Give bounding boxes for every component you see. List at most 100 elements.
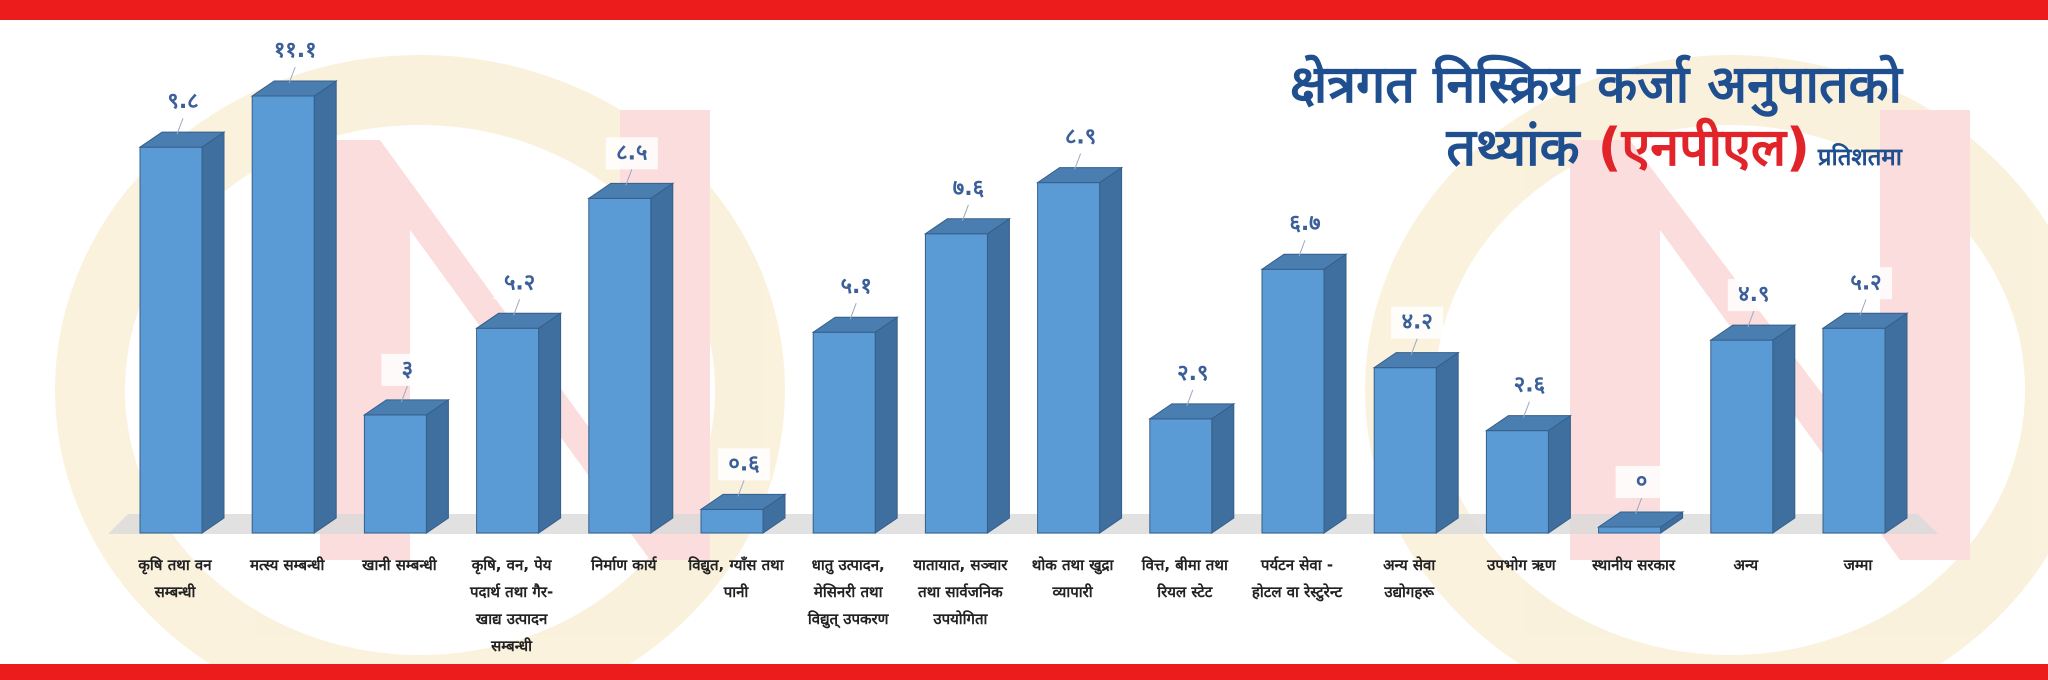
bar-side <box>650 182 674 534</box>
value-label: ९.८ <box>167 89 198 114</box>
bar-side <box>874 316 898 534</box>
value-label-box <box>157 86 209 119</box>
bar <box>699 493 787 534</box>
value-label-box <box>605 137 658 170</box>
value-label: ७.६ <box>953 176 985 201</box>
category-label: यातायात, सञ्चार <box>912 556 1008 574</box>
bar-side <box>1323 253 1347 534</box>
bar-side <box>1435 351 1459 534</box>
bar-top <box>250 80 338 97</box>
value-label: २.६ <box>1514 373 1546 398</box>
bar <box>474 312 563 534</box>
bar-top <box>1260 253 1348 270</box>
value-label: ४.२ <box>1402 310 1433 335</box>
value-label: ० <box>1636 469 1647 494</box>
value-label-leader <box>1522 401 1530 418</box>
bar <box>1709 324 1797 534</box>
bar-top <box>474 312 563 329</box>
category-label: धातु उत्पादन, <box>812 556 885 575</box>
value-label: ११.१ <box>274 38 317 63</box>
value-label: ४.९ <box>1738 282 1769 307</box>
value-label-box <box>1615 466 1668 498</box>
value-label-leader <box>176 118 184 135</box>
category-label: जम्मा <box>1843 556 1874 574</box>
bar-front <box>924 233 988 534</box>
bar <box>1484 414 1573 534</box>
value-label: २.९ <box>1177 361 1208 386</box>
title-line-1: क्षेत्रगत निस्क्रिय कर्जा अनुपातको <box>1290 55 1902 115</box>
top-red-band <box>0 0 2048 20</box>
bar-top <box>1709 324 1797 341</box>
value-label-leader <box>513 299 521 316</box>
category-label: सम्बन्धी <box>154 583 197 601</box>
bar-top <box>1148 403 1236 420</box>
category-label: तथा सार्वजनिक <box>917 583 1004 601</box>
value-label-box <box>1727 279 1780 312</box>
bar-side <box>201 131 225 534</box>
bar-top <box>1484 415 1573 432</box>
bar-side <box>425 398 449 534</box>
category-label: विद्युत, ग्याँस तथा <box>687 556 784 575</box>
value-label-box <box>942 172 995 205</box>
bar-side <box>1211 402 1235 534</box>
bar-side <box>1772 324 1796 534</box>
bar-front <box>588 197 652 534</box>
value-label-box <box>1166 357 1219 390</box>
category-label: अन्य <box>1734 556 1760 574</box>
value-label: ५.१ <box>841 274 872 299</box>
category-label: विद्युत् उपकरण <box>807 610 890 629</box>
bar-top <box>587 182 675 199</box>
category-label: अन्य सेवा <box>1383 556 1436 574</box>
value-label-leader <box>288 66 296 84</box>
bar <box>1821 312 1909 534</box>
value-label: ८.५ <box>616 140 647 165</box>
bar-side <box>313 80 337 534</box>
category-label: वित्त, बीमा तथा <box>1141 556 1229 574</box>
title-highlight: (एनपीएल) <box>1597 118 1810 178</box>
bar-front <box>1149 418 1213 534</box>
value-label-leader <box>961 204 969 221</box>
category-labels-group: कृषि तथा वन सम्बन्धी मत्स्य सम्बन्धी खानी स… <box>137 556 1873 655</box>
category-label: निर्माण कार्य <box>590 556 658 574</box>
bar-top <box>138 131 226 148</box>
bar-front <box>1373 367 1437 534</box>
value-label-box <box>718 448 770 481</box>
bar <box>923 217 1012 534</box>
bar-side <box>1547 414 1571 534</box>
bar-side <box>1884 312 1908 534</box>
value-label: ०.६ <box>728 451 760 476</box>
bar <box>1148 402 1236 534</box>
chart-floor <box>108 514 1938 534</box>
category-label: उपभोग ऋण <box>1486 556 1557 574</box>
value-label: ८.९ <box>1065 125 1096 150</box>
bar-front <box>700 508 764 534</box>
value-label-box <box>381 353 434 386</box>
title-unit: प्रतिशतमा <box>1817 143 1902 171</box>
bar-front <box>1261 268 1325 534</box>
bar-side <box>1099 166 1123 534</box>
bar <box>1260 253 1348 534</box>
chart-title: क्षेत्रगत निस्क्रिय कर्जा अनुपातको तथ्या… <box>1290 54 1902 189</box>
category-label: खाद्य उत्पादन <box>475 610 548 628</box>
category-label: पदार्थ तथा गैर- <box>469 583 553 601</box>
category-label: स्थानीय सरकार <box>1591 556 1676 574</box>
bar-front <box>476 327 540 534</box>
bar-front <box>812 331 876 534</box>
value-label-leader <box>1859 299 1867 316</box>
bar-top <box>923 218 1012 235</box>
bar <box>1372 351 1460 534</box>
value-label-leader <box>1410 338 1418 355</box>
bottom-red-band <box>0 664 2048 680</box>
bars-group <box>138 80 1909 534</box>
bar <box>811 316 899 534</box>
category-label: सम्बन्धी <box>490 637 533 655</box>
bar-top <box>1035 167 1124 184</box>
value-label-leader <box>737 480 745 497</box>
category-label: कृषि तथा वन <box>137 556 212 575</box>
value-label-leader <box>1186 389 1194 407</box>
bar-front <box>1598 526 1662 534</box>
category-label: खानी सम्बन्धी <box>361 556 438 574</box>
bar <box>1596 511 1685 534</box>
